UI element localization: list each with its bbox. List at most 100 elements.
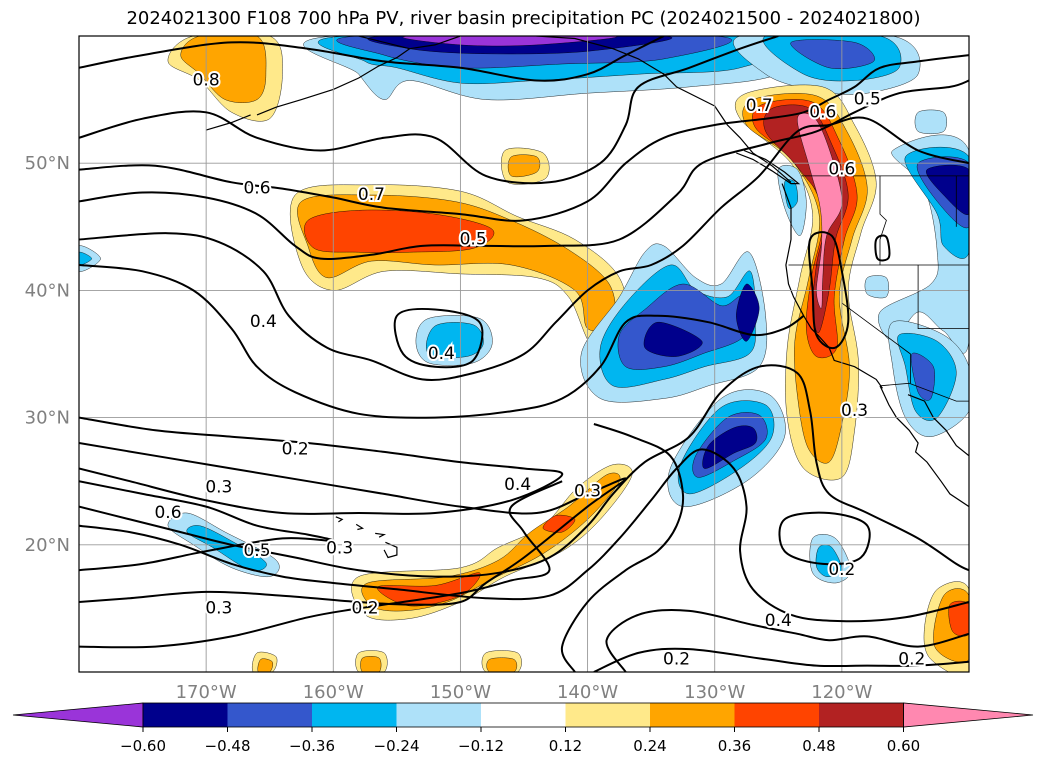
border-4	[879, 382, 969, 402]
colorbar-tick-label: −0.24	[374, 737, 420, 755]
shade-negative-south-a-level-1	[815, 544, 843, 577]
shade-negative-northeast-level-2	[790, 39, 875, 69]
pv-contour-8	[79, 480, 335, 572]
colorbar-frame	[142, 702, 904, 728]
pv-contour-label: 0.2	[282, 439, 309, 459]
shade-positive-gulf	[167, 36, 283, 122]
pv-contour-label: 0.4	[250, 312, 277, 332]
coastline-9	[383, 541, 398, 559]
colorbar-tick-label: 0.24	[633, 737, 666, 755]
pv-contour-label: 0.5	[460, 230, 487, 250]
shade-negative-left-edge	[79, 245, 101, 272]
shade-negative-small-b	[415, 315, 493, 366]
colorbar-bin	[227, 703, 312, 727]
lon-tick-label: 160°W	[303, 682, 364, 703]
colorbar-tick-label: −0.48	[205, 737, 251, 755]
pv-contours	[79, 36, 969, 672]
pv-contour-label: 0.5	[243, 541, 270, 561]
colorbar-tick-label: 0.36	[718, 737, 751, 755]
pv-contour-9	[79, 364, 969, 578]
pv-contour-5	[79, 264, 805, 419]
pv-contour-label: 0.8	[193, 71, 220, 91]
map-frame	[78, 35, 970, 673]
pv-contour-closed-3	[874, 234, 891, 262]
lon-tick-label: 150°W	[430, 682, 491, 703]
shade-negative-left-edge-level-1	[79, 251, 92, 266]
pv-contour-closed-1	[778, 511, 871, 566]
colorbar-tick-label: −0.36	[289, 737, 335, 755]
shade-positive-central-level-2	[304, 209, 495, 253]
pv-contour-label: 0.3	[841, 401, 868, 421]
pv-contour-label: 0.2	[828, 560, 855, 580]
colorbar-tick-label: 0.12	[549, 737, 582, 755]
coastline-0	[358, 36, 715, 107]
pv-contour-13	[593, 647, 969, 672]
coastline-4	[879, 385, 969, 508]
pv-contour-label: 0.6	[243, 179, 270, 199]
map-plot-area: 0.8 0.7 0.6 0.5 0.4 0.4 0.7 0.6 0.5 0.6 0.2 0.3 0.6 0…	[79, 36, 969, 672]
coastline-7	[355, 523, 365, 531]
lat-tick-label: 40°N	[25, 280, 70, 301]
pv-contour-10	[79, 448, 969, 623]
pv-contour-label: 0.2	[352, 598, 379, 618]
pv-contour-closed-0	[393, 307, 484, 369]
colorbar-bin	[481, 703, 566, 727]
pv-contour-4	[79, 116, 969, 381]
shade-positive-bottom-bits-level-5	[486, 657, 518, 672]
lon-tick-label: 170°W	[176, 682, 237, 703]
pv-contour-label: 0.6	[154, 503, 181, 523]
colorbar-bin	[396, 703, 481, 727]
shade-negative-north	[303, 36, 846, 101]
colorbar-bin	[819, 703, 904, 727]
lat-tick-label: 50°N	[25, 153, 70, 174]
pv-contour-label: 0.3	[326, 539, 353, 559]
shade-negative-southwest-level-3	[702, 425, 758, 469]
shade-negative-east-level-3	[926, 164, 969, 215]
pv-contour-7	[79, 442, 627, 606]
plot-title: 2024021300 F108 700 hPa PV, river basin …	[126, 8, 921, 29]
shade-positive-southeast	[923, 581, 969, 672]
colorbar-bin	[650, 703, 735, 727]
shade-positive-gulf-level-1	[180, 36, 267, 103]
shade-negative-small-c-level-3	[914, 109, 947, 134]
colorbar-extend-low	[12, 702, 144, 728]
pv-contour-labels: 0.8 0.7 0.6 0.5 0.4 0.4 0.7 0.6 0.5 0.6 0.2 0.3 0.6 0…	[152, 69, 927, 672]
pv-contour-label: 0.7	[746, 96, 773, 116]
coastline-6	[335, 516, 344, 523]
colorbar-tick-label: −0.60	[120, 737, 166, 755]
shade-positive-southeast-level-2	[948, 600, 969, 637]
coastlines	[205, 36, 969, 559]
pv-contour-label: 0.4	[504, 475, 531, 495]
colorbar-tick-label: −0.12	[458, 737, 504, 755]
border-3	[879, 175, 887, 265]
shade-negative-small-c	[777, 109, 947, 299]
shade-positive-south-level-3	[542, 514, 576, 533]
pv-contour-label: 0.3	[205, 598, 232, 618]
pv-contour-2	[79, 54, 969, 222]
coastline-8	[375, 532, 387, 538]
coastline-1	[714, 105, 792, 183]
shade-negative-north-level-4	[402, 36, 617, 47]
coastline-5	[907, 394, 969, 457]
pv-contour-label: 0.4	[765, 611, 792, 631]
colorbar-tick-label: 0.60	[887, 737, 920, 755]
pv-contour-label: 0.7	[358, 185, 385, 205]
colorbar-tick-label: 0.48	[802, 737, 835, 755]
coastline-10	[256, 48, 410, 116]
shade-negative-east-level-6	[910, 352, 935, 401]
border-5	[917, 265, 969, 330]
coastline-2	[736, 149, 801, 185]
pv-contour-label: 0.4	[428, 344, 455, 364]
shade-negative-small-c-level-1	[784, 179, 798, 209]
lon-tick-label: 120°W	[811, 682, 872, 703]
colorbar: −0.60 −0.48 −0.36 −0.24 −0.12 0.12 0.24 0.36 0.4…	[12, 702, 1034, 755]
coastline-11	[205, 114, 251, 131]
lat-tick-label: 30°N	[25, 408, 70, 429]
colorbar-bin	[565, 703, 650, 727]
pv-contour-label: 0.6	[809, 102, 836, 122]
pv-contour-closed-2	[808, 231, 850, 350]
lon-tick-label: 140°W	[557, 682, 618, 703]
pv-contour-6	[79, 416, 564, 515]
shade-positive-west-coast	[735, 84, 877, 481]
